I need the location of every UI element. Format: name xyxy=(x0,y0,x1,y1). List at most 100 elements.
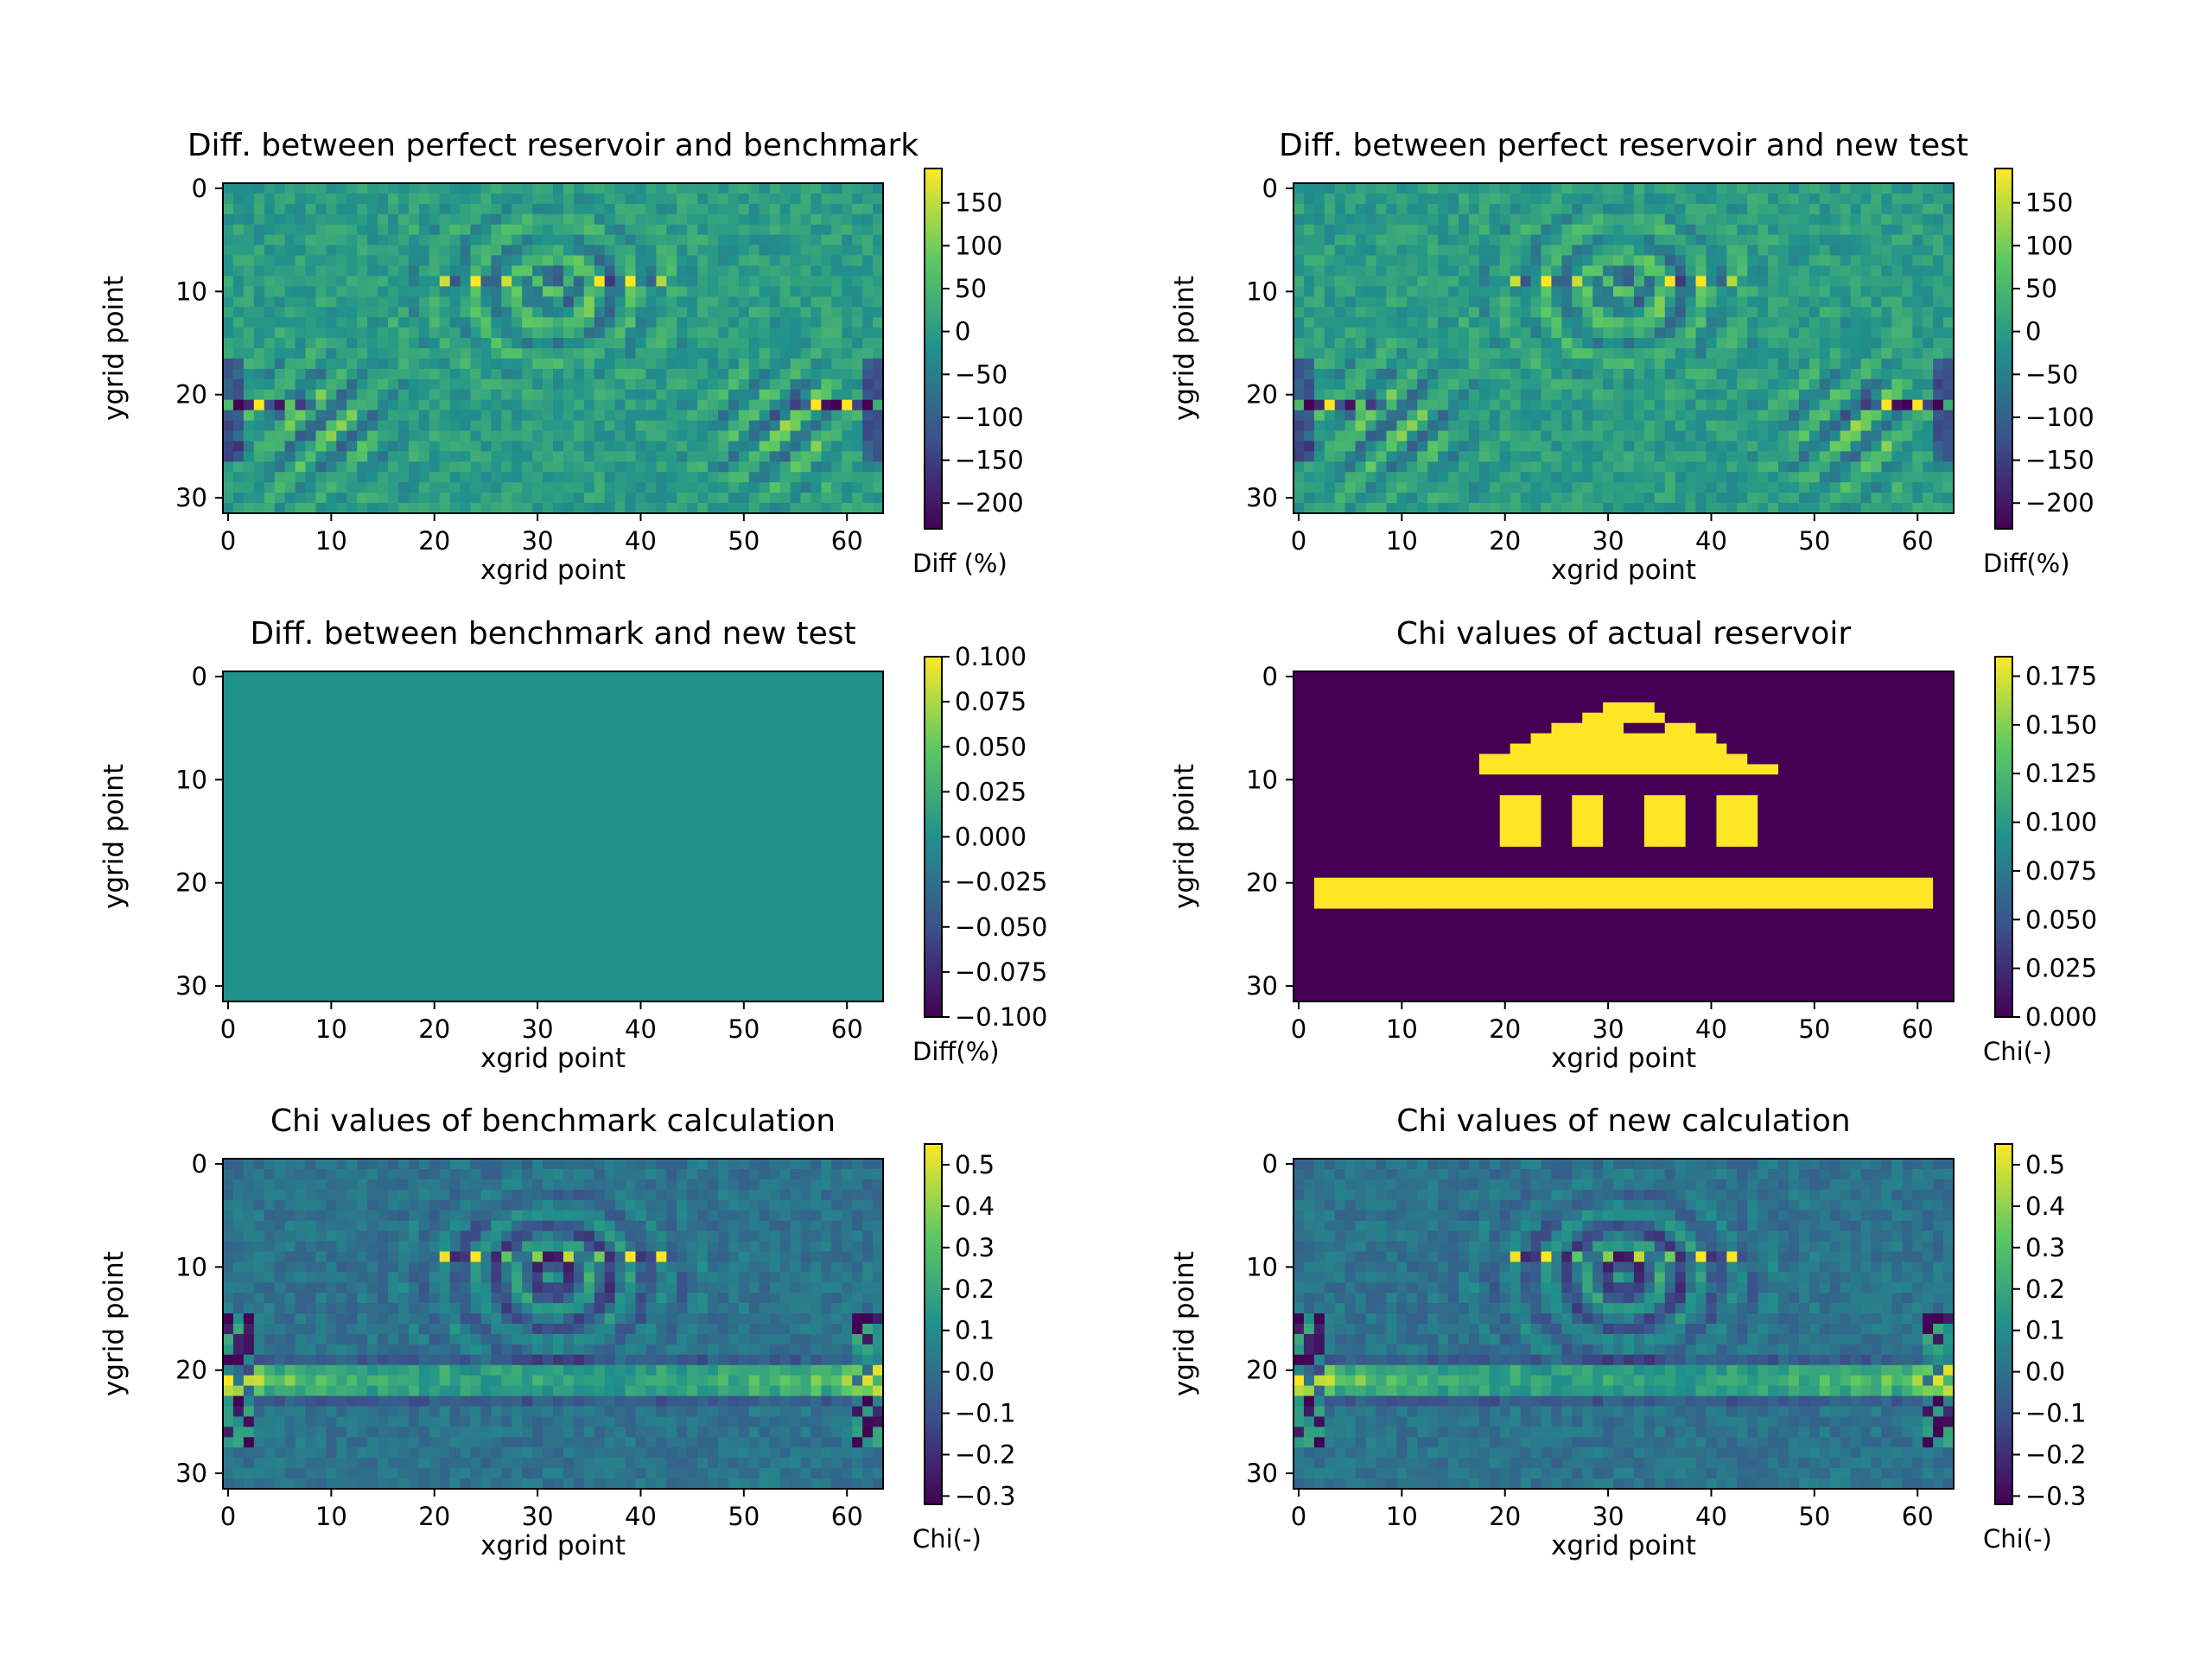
heatmap-cell xyxy=(718,338,729,349)
heatmap-cell xyxy=(1603,286,1614,297)
heatmap-cell xyxy=(800,348,812,359)
heatmap-cell xyxy=(388,410,399,422)
heatmap-cell xyxy=(1468,296,1480,308)
heatmap-cell xyxy=(625,389,637,401)
heatmap-cell xyxy=(315,265,327,277)
heatmap-cell xyxy=(1561,265,1573,277)
heatmap-cell xyxy=(1510,420,1522,432)
heatmap-cell xyxy=(1695,296,1707,308)
heatmap-cell xyxy=(253,389,265,401)
heatmap-cell xyxy=(1747,348,1758,359)
heatmap-cell xyxy=(1582,399,1593,411)
heatmap-cell xyxy=(645,482,657,493)
heatmap-cell xyxy=(1396,245,1408,257)
heatmap-cell xyxy=(264,482,276,493)
heatmap-cell xyxy=(491,245,502,257)
heatmap-cell xyxy=(243,307,255,318)
heatmap-cell xyxy=(1365,183,1377,194)
heatmap-cell xyxy=(1850,193,1862,205)
heatmap-cell xyxy=(1303,753,1315,766)
heatmap-cell xyxy=(1789,358,1800,370)
heatmap-cell xyxy=(687,461,698,473)
heatmap-cell xyxy=(1478,183,1491,194)
heatmap-cell xyxy=(1808,722,1821,734)
heatmap-cell xyxy=(522,255,533,267)
heatmap-cell xyxy=(1324,203,1336,215)
heatmap-cell xyxy=(666,461,677,473)
heatmap-cell xyxy=(1633,743,1645,755)
heatmap-cell xyxy=(253,203,265,215)
heatmap-cell xyxy=(810,265,822,277)
heatmap-cell xyxy=(1551,681,1562,693)
y-tick-label: 30 xyxy=(175,483,207,512)
heatmap-cell xyxy=(687,420,698,432)
heatmap-cell xyxy=(1624,203,1635,215)
heatmap-cell xyxy=(1417,193,1428,205)
heatmap-cell xyxy=(1551,461,1562,473)
heatmap-cell xyxy=(563,358,575,370)
heatmap-cell xyxy=(1551,213,1562,226)
heatmap-cell xyxy=(1520,753,1532,766)
heatmap-cell xyxy=(1664,774,1676,785)
heatmap-cell xyxy=(1643,338,1656,349)
heatmap-cell xyxy=(614,213,626,226)
heatmap-cell xyxy=(1850,378,1862,391)
heatmap-cell xyxy=(1737,681,1748,693)
heatmap-cell xyxy=(779,183,791,194)
heatmap-cell xyxy=(1850,255,1862,267)
heatmap-cell xyxy=(388,348,399,359)
heatmap-cell xyxy=(1685,317,1697,328)
heatmap-cell xyxy=(1695,482,1707,493)
heatmap-cell xyxy=(1716,774,1727,785)
heatmap-cell xyxy=(1706,671,1718,683)
heatmap-cell xyxy=(470,378,482,391)
heatmap-cell xyxy=(831,213,842,226)
heatmap-cell xyxy=(397,378,410,391)
heatmap-cell xyxy=(1778,234,1789,246)
heatmap-cell xyxy=(594,358,606,370)
heatmap-cell xyxy=(480,338,492,349)
y-axis-label: ygrid point xyxy=(99,764,130,909)
heatmap-cell xyxy=(480,224,492,236)
heatmap-cell xyxy=(1386,493,1397,504)
heatmap-cell xyxy=(697,307,709,318)
heatmap-cell xyxy=(656,327,667,339)
heatmap-cell xyxy=(1438,712,1449,724)
heatmap-cell xyxy=(1891,338,1903,349)
heatmap-cell xyxy=(491,203,502,215)
heatmap-cell xyxy=(1850,358,1862,370)
heatmap-cell xyxy=(480,461,492,473)
heatmap-cell xyxy=(543,234,554,246)
heatmap-cell xyxy=(1819,265,1831,277)
heatmap-cell xyxy=(1520,430,1532,442)
heatmap-cell xyxy=(1768,503,1779,514)
heatmap-cell xyxy=(687,503,698,514)
heatmap-cell xyxy=(1860,493,1872,504)
heatmap-cell xyxy=(326,348,337,359)
heatmap-cell xyxy=(223,183,234,194)
heatmap-cell xyxy=(1427,702,1439,714)
heatmap-cell xyxy=(779,327,791,339)
heatmap-cell xyxy=(1923,378,1934,391)
heatmap-cell xyxy=(388,472,399,483)
heatmap-cell xyxy=(295,193,307,205)
heatmap-cell xyxy=(1510,286,1522,297)
heatmap-cell xyxy=(543,430,554,442)
heatmap-cell xyxy=(800,183,812,194)
heatmap-cell xyxy=(1943,265,1955,277)
heatmap-cell xyxy=(522,389,533,401)
heatmap-cell xyxy=(491,441,502,452)
heatmap-cell xyxy=(862,410,874,422)
heatmap-cell xyxy=(449,224,461,236)
heatmap-cell xyxy=(449,296,461,308)
heatmap-cell xyxy=(1572,785,1583,796)
heatmap-cell xyxy=(1355,472,1367,483)
heatmap-cell xyxy=(1386,265,1397,277)
heatmap-cell xyxy=(1303,224,1315,236)
heatmap-cell xyxy=(1520,691,1532,703)
heatmap-cell xyxy=(367,245,378,257)
heatmap-cell xyxy=(1603,338,1614,349)
heatmap-cell xyxy=(1530,420,1542,432)
heatmap-cell xyxy=(1891,399,1903,411)
heatmap-cell xyxy=(563,368,575,380)
